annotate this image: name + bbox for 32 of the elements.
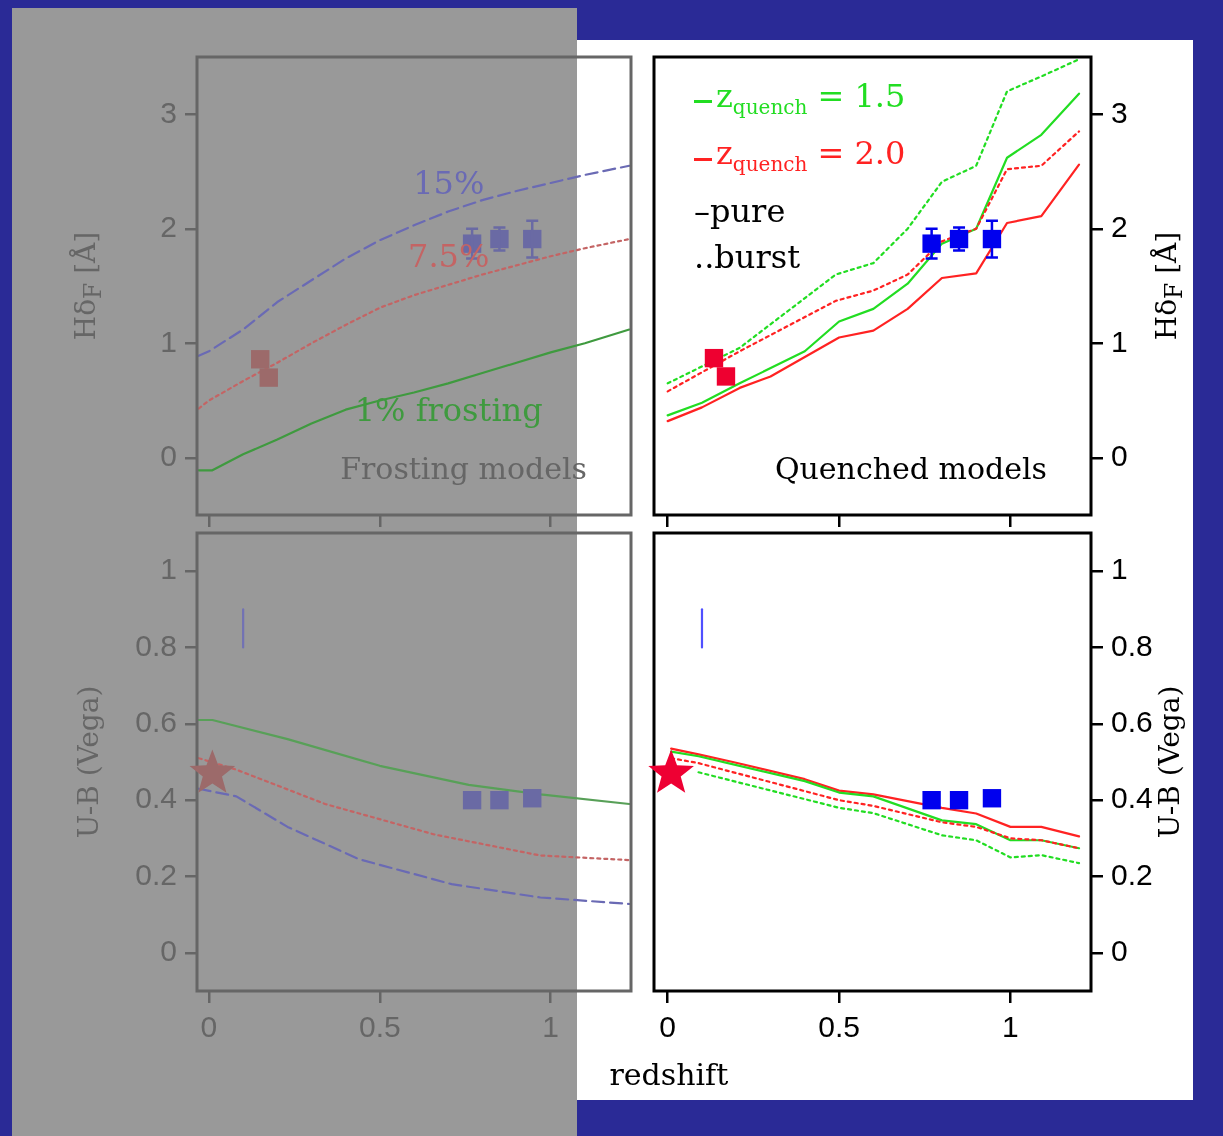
annotation: Quenched models — [774, 451, 1047, 486]
line-series — [197, 757, 631, 862]
y-axis-title: U-B (Vega) — [1152, 685, 1186, 839]
x-tick-label: 1 — [1002, 1010, 1019, 1044]
y-tick-label: 0.2 — [1111, 857, 1153, 891]
point — [704, 348, 724, 368]
point — [259, 368, 278, 387]
y-tick-label: 0 — [1111, 439, 1128, 473]
x-tick-label: 0.5 — [818, 1010, 860, 1044]
y-tick-label: 3 — [1111, 95, 1128, 129]
line-series — [197, 164, 631, 357]
point — [716, 367, 736, 386]
y-tick-label: 0 — [1111, 934, 1128, 968]
line-series — [697, 771, 1081, 865]
legend-label: z$_{quench}$ = 1.5 — [716, 76, 906, 122]
annotation: –pure — [694, 190, 787, 232]
y-tick-label: 1 — [1111, 552, 1128, 586]
annotation: ..burst — [694, 236, 801, 278]
y-tick-label: 0.8 — [1111, 628, 1153, 662]
point — [922, 234, 941, 253]
y-tick-label: 0.6 — [1111, 705, 1153, 739]
x-axis-title: redshift — [609, 1057, 729, 1092]
y-tick-label: 2 — [1111, 210, 1128, 244]
y-tick-label: 0.4 — [1111, 781, 1153, 815]
series-label: 1% frosting — [354, 391, 543, 430]
legend-label: z$_{quench}$ = 2.0 — [716, 133, 906, 179]
point — [251, 350, 270, 369]
y-tick-label: 1 — [1111, 324, 1128, 358]
line-series — [666, 58, 1081, 385]
series-label: 7.5% — [408, 237, 490, 275]
x-tick-label: 0 — [659, 1010, 677, 1044]
line-series — [666, 130, 1081, 393]
